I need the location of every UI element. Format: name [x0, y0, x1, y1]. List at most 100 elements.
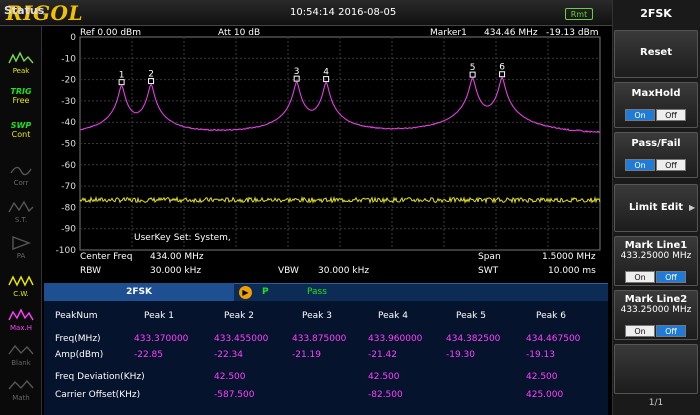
peak-header: Peak 1 — [144, 311, 174, 321]
spectrum-plot[interactable]: 0 -10 -20 -30 -40 -50 -60 -70 -80 -90 -100 1 2 3 4 5 6 — [0, 26, 612, 283]
limit-edit-label: Limit Edit — [628, 202, 684, 213]
status-peak-label: Peak — [12, 67, 30, 75]
peak-freq: 433.370000 — [134, 334, 189, 344]
maxhold-label: MaxHold — [631, 88, 681, 99]
status-math: Math — [3, 376, 39, 412]
peak-marker-box — [323, 76, 330, 83]
y-tick-label: -40 — [61, 118, 76, 128]
y-tick-label: -90 — [61, 225, 76, 235]
markline1-button[interactable]: Mark Line1 433.25000 MHz On Off — [614, 236, 698, 286]
status-pa: PA — [3, 234, 39, 270]
peak-offset: -587.500 — [214, 390, 255, 400]
vbw-label: VBW — [278, 266, 299, 276]
vbw-value: 30.000 kHz — [318, 266, 370, 276]
math-icon — [8, 379, 34, 390]
attenuation: Att 10 dB — [218, 28, 261, 38]
pass-status: Pass — [307, 287, 327, 297]
peak-freq: 433.875000 — [292, 334, 347, 344]
center-freq-label: Center Freq — [80, 252, 133, 262]
peak-marker-box — [469, 71, 476, 78]
passfail-on-toggle[interactable]: On — [625, 159, 655, 171]
peak-header: Peak 6 — [536, 311, 566, 321]
peak-marker-label: 6 — [499, 63, 505, 73]
maxhold-off-toggle[interactable]: Off — [656, 109, 686, 121]
pass-indicator-icon: ▶ — [239, 286, 252, 299]
pass-flag: P — [262, 287, 269, 297]
peak-amp: -22.34 — [214, 350, 244, 360]
peak-marker-label: 3 — [294, 67, 300, 77]
peak-marker-box — [118, 79, 125, 86]
center-freq-value: 434.00 MHz — [150, 252, 204, 262]
status-corr: Corr — [3, 161, 39, 197]
y-tick-label: -80 — [61, 203, 76, 213]
swt-value: 10.000 ms — [548, 266, 596, 276]
status-swp-label: SWP — [10, 121, 32, 130]
offset-row-label: Carrier Offset(KHz) — [55, 390, 141, 400]
limit-edit-button[interactable]: Limit Edit ▶ — [614, 184, 698, 232]
peak-amp: -21.19 — [292, 350, 322, 360]
peak-marker-label: 2 — [148, 70, 154, 80]
y-tick-label: 0 — [70, 33, 76, 43]
reset-button[interactable]: Reset — [614, 30, 698, 78]
marker-level: -19.13 dBm — [546, 28, 599, 38]
status-st: S.T. — [3, 198, 39, 234]
status-st-label: S.T. — [14, 216, 28, 224]
status-trig-label: TRIG — [10, 87, 32, 96]
peak-amp: -19.30 — [446, 350, 476, 360]
y-tick-label: -10 — [61, 54, 76, 64]
status-corr-label: Corr — [13, 179, 29, 187]
corr-icon — [10, 166, 32, 176]
clear-write-trace — [79, 195, 601, 205]
brand-logo: RIGOL — [6, 1, 84, 25]
peak-amp: -22.85 — [134, 350, 164, 360]
passfail-button[interactable]: Pass/Fail On Off — [614, 132, 698, 178]
markline1-on-toggle[interactable]: On — [625, 271, 655, 283]
peak-freq: 433.960000 — [368, 334, 423, 344]
peak-header: Peak 5 — [456, 311, 486, 321]
freq-row-label: Freq(MHz) — [55, 334, 101, 344]
y-tick-label: -50 — [61, 140, 76, 150]
y-tick-label: -70 — [61, 182, 76, 192]
y-tick-label: -60 — [61, 161, 76, 171]
menu-title: 2FSK — [640, 7, 672, 20]
rbw-label: RBW — [80, 266, 102, 276]
y-axis-ticks: 0 -10 -20 -30 -40 -50 -60 -70 -80 -90 -100 — [56, 33, 77, 256]
status-column — [0, 26, 42, 415]
peak-marker-box — [293, 75, 300, 82]
passfail-off-toggle[interactable]: Off — [656, 159, 686, 171]
markline2-freq: 433.25000 MHz — [620, 305, 692, 315]
peak-marker-box — [499, 71, 506, 78]
status-trig-mode: Free — [12, 96, 30, 105]
amplifier-icon — [12, 235, 31, 251]
markline2-on-toggle[interactable]: On — [625, 325, 655, 337]
peak-freq: 434.382500 — [446, 334, 501, 344]
peak-icon — [8, 51, 34, 64]
status-trig: TRIG Free — [3, 87, 39, 123]
maxhold-button[interactable]: MaxHold On Off — [614, 82, 698, 128]
reset-label: Reset — [640, 47, 672, 58]
markline2-button[interactable]: Mark Line2 433.25000 MHz On Off — [614, 290, 698, 340]
peak-deviation: 42.500 — [368, 372, 400, 382]
page-indicator: 1/1 — [648, 398, 664, 408]
empty-softkey[interactable] — [614, 344, 698, 394]
tab-2fsk[interactable]: 2FSK — [44, 283, 234, 301]
status-swp: SWP Cont — [3, 121, 39, 157]
peak-freq: 434.467500 — [526, 334, 581, 344]
maxhold-trace — [79, 76, 601, 133]
status-blank: Blank — [3, 341, 39, 377]
amp-row-label: Amp(dBm) — [55, 350, 104, 360]
span-value: 1.5000 MHz — [542, 252, 596, 262]
span-label: Span — [478, 252, 501, 262]
markline2-off-toggle[interactable]: Off — [656, 325, 686, 337]
maxhold-on-toggle[interactable]: On — [625, 109, 655, 121]
peak-offset: -82.500 — [368, 390, 403, 400]
peak-offset: 425.000 — [526, 390, 564, 400]
peak-header: Peak 2 — [224, 311, 254, 321]
marker-label: Marker1 — [430, 28, 467, 38]
status-math-label: Math — [12, 394, 30, 402]
markline1-label: Mark Line1 — [624, 240, 688, 251]
maxhold-icon — [8, 308, 34, 321]
markline1-off-toggle[interactable]: Off — [656, 271, 686, 283]
marker-freq: 434.46 MHz — [484, 28, 538, 38]
peak-markers: 1 2 3 4 5 6 — [118, 63, 506, 86]
